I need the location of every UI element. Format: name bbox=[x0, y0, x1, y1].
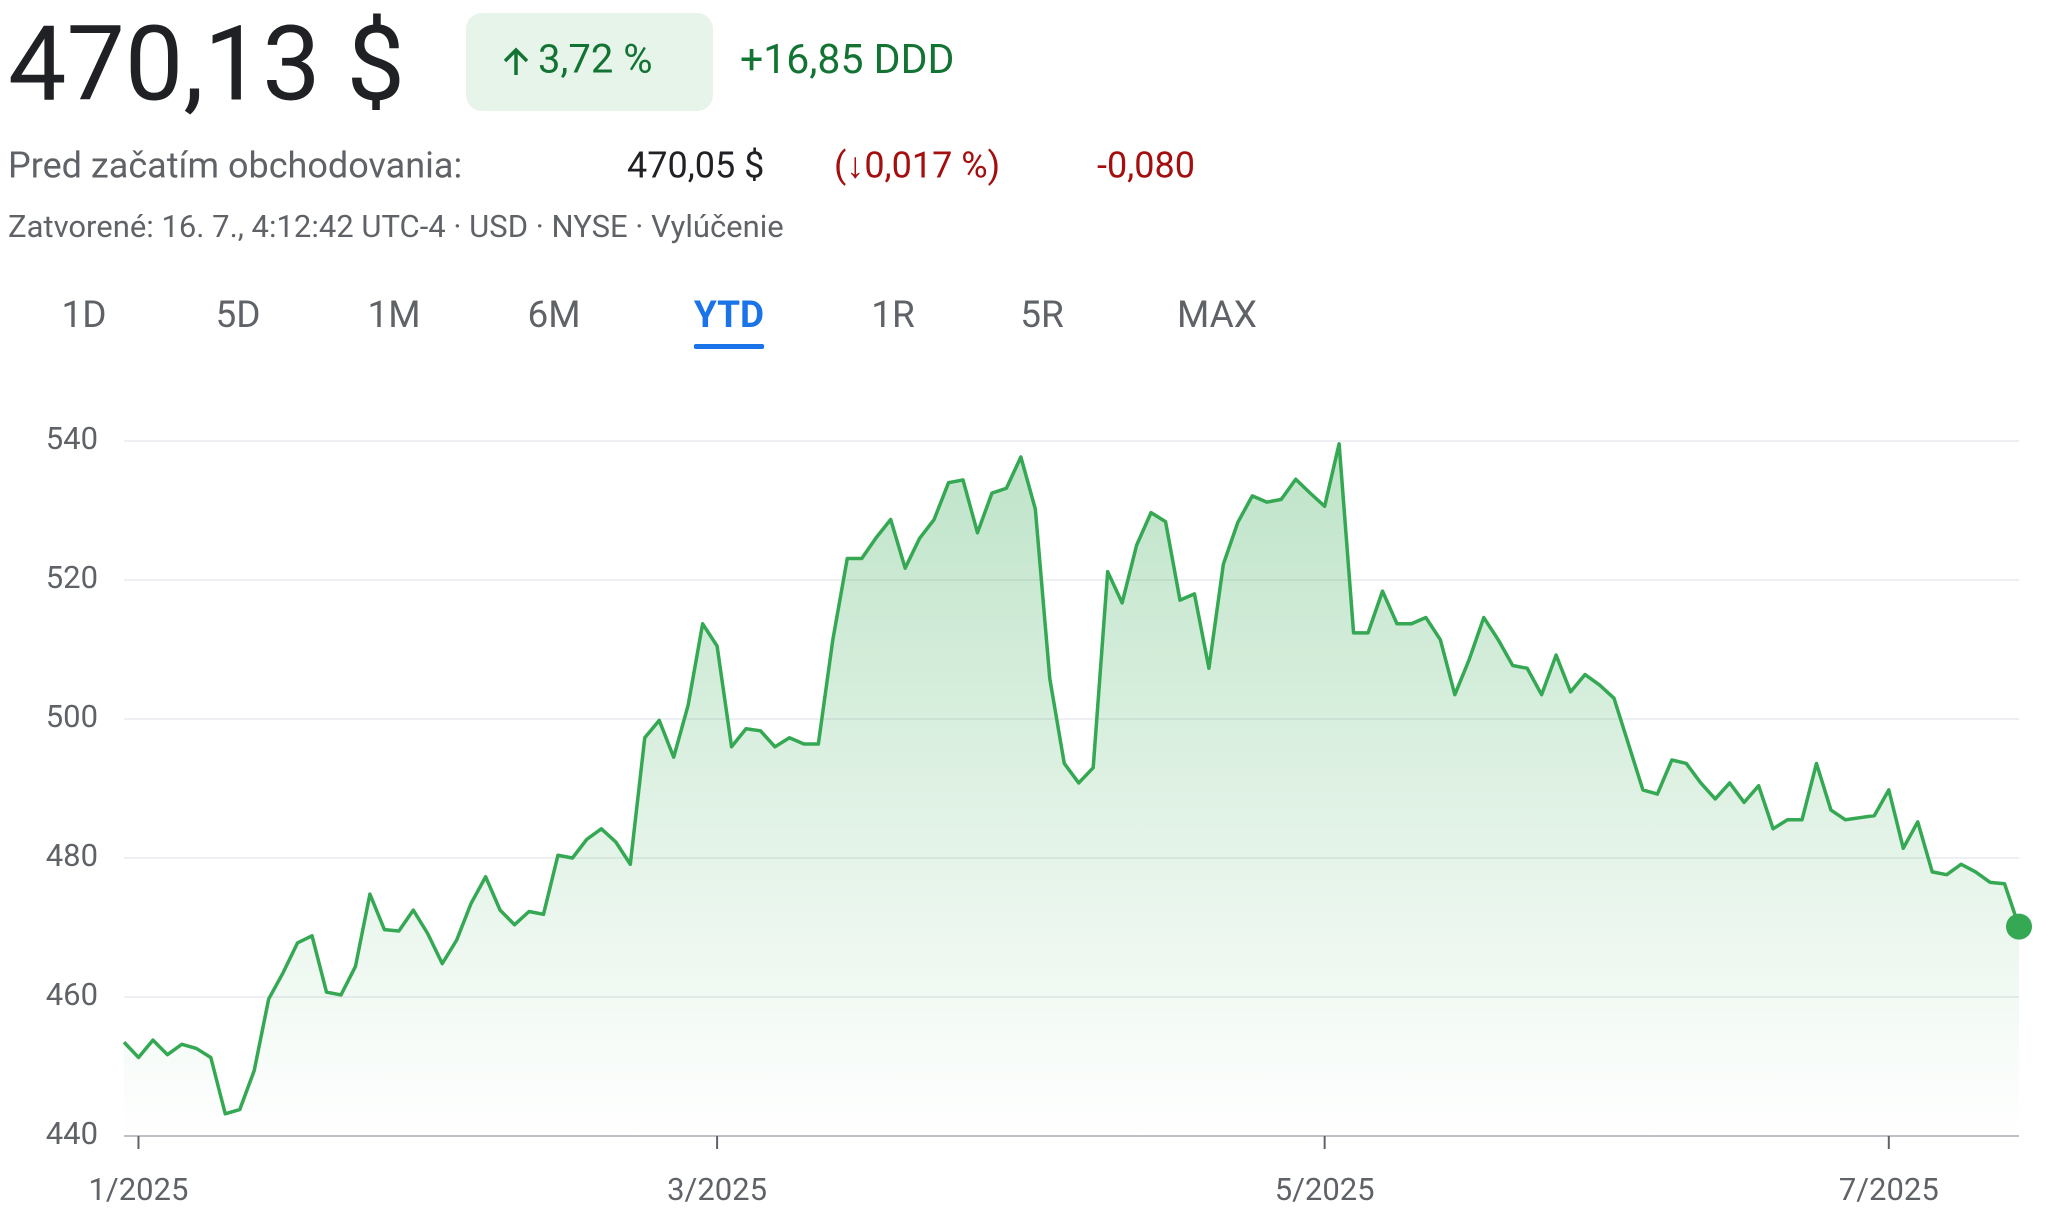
y-tick-label: 520 bbox=[46, 559, 98, 596]
price: 470,13 $ bbox=[8, 4, 405, 125]
x-tick-label: 1/2025 bbox=[89, 1171, 189, 1208]
chart: 440 460 480 500 520 540 1/2025 3/2025 5/2025 7/20… bbox=[46, 420, 2032, 1208]
change-absolute: +16,85 DDD bbox=[740, 36, 954, 84]
range-tabs: 1D 5D 1M 6M YTD 1R 5R MAX bbox=[61, 294, 1257, 349]
pre-market-price: 470,05 $ bbox=[627, 145, 764, 187]
status-line: Zatvorené: 16. 7., 4:12:42 UTC-4 · USD ·… bbox=[8, 208, 784, 245]
y-tick-label: 460 bbox=[46, 976, 98, 1013]
y-tick-label: 540 bbox=[46, 420, 98, 457]
range-tab[interactable]: 5D bbox=[215, 294, 260, 337]
range-tab[interactable]: YTD bbox=[694, 294, 764, 337]
up-arrow-icon bbox=[503, 47, 529, 75]
x-tick-label: 3/2025 bbox=[667, 1171, 767, 1208]
y-tick-label: 440 bbox=[46, 1115, 98, 1152]
range-tab[interactable]: 5R bbox=[1020, 294, 1064, 337]
active-tab-underline bbox=[693, 344, 765, 349]
last-point bbox=[2006, 913, 2032, 940]
range-tab[interactable]: 1D bbox=[61, 294, 106, 337]
x-tick-label: 7/2025 bbox=[1839, 1171, 1939, 1208]
x-tick-label: 5/2025 bbox=[1275, 1171, 1375, 1208]
range-tab[interactable]: 1R bbox=[871, 294, 915, 337]
pre-market-label: Pred začatím obchodovania: bbox=[8, 145, 462, 187]
status: Zatvorené: 16. 7., 4:12:42 UTC-4 · USD ·… bbox=[8, 208, 651, 245]
change-badge bbox=[466, 13, 713, 111]
y-tick-label: 500 bbox=[46, 698, 98, 735]
area-fill bbox=[124, 443, 2019, 1136]
disclaimer-link[interactable]: Vylúčenie bbox=[651, 208, 784, 245]
range-tab[interactable]: 1M bbox=[367, 294, 420, 337]
range-tab[interactable]: 6M bbox=[527, 294, 580, 337]
price-line bbox=[122, 442, 2021, 1116]
range-tab[interactable]: MAX bbox=[1177, 294, 1257, 337]
change-percent: 3,72 % bbox=[538, 36, 653, 83]
pre-market-change-percent: (↓0,017 %) bbox=[834, 145, 1000, 187]
y-tick-label: 480 bbox=[46, 837, 98, 874]
pre-market-change-absolute: -0,080 bbox=[1097, 145, 1195, 187]
